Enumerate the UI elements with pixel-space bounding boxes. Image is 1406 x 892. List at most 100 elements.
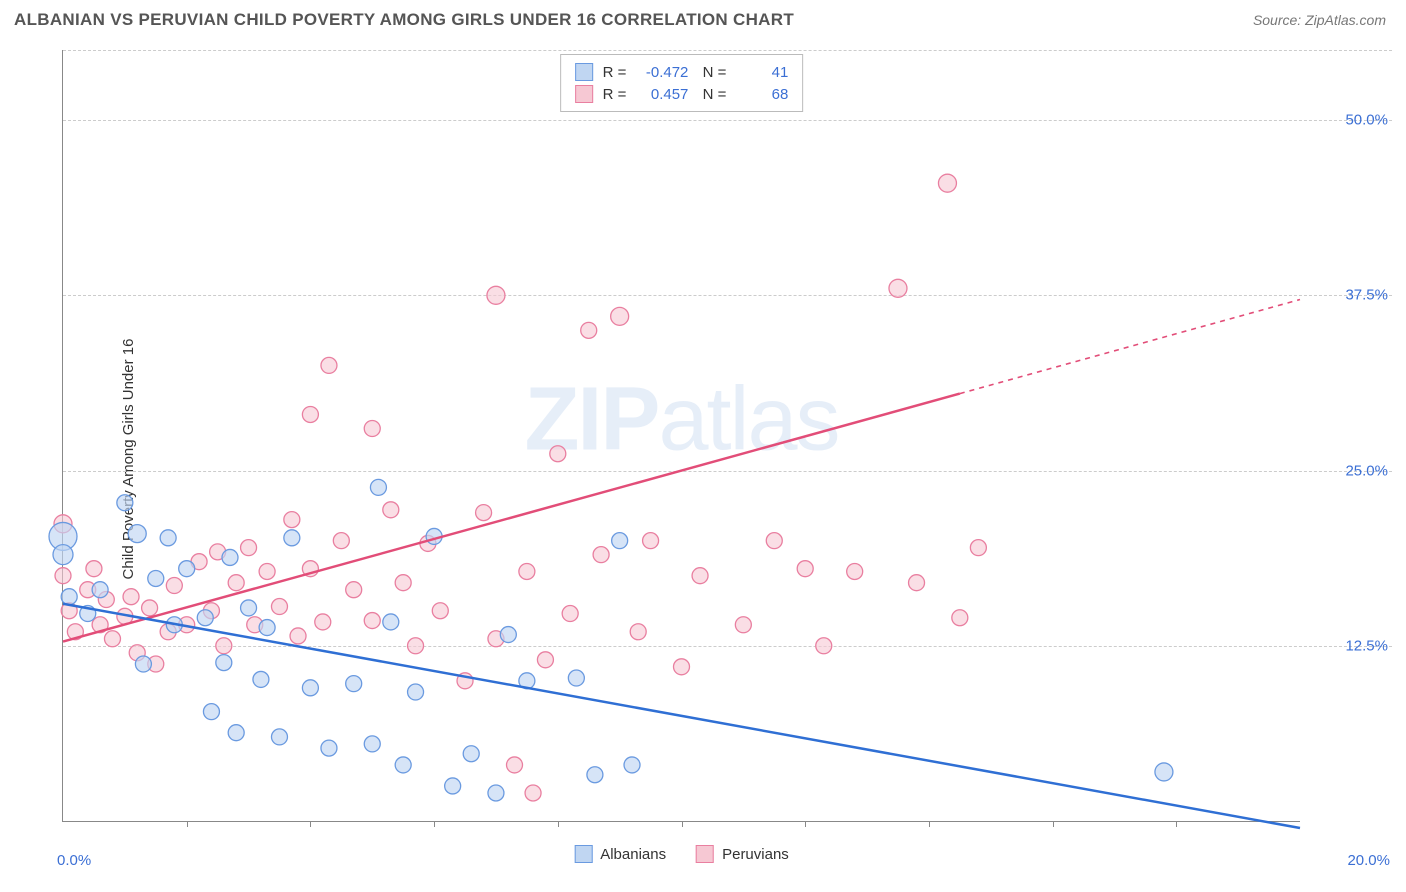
scatter-point-peruvians [55, 568, 71, 584]
scatter-point-peruvians [271, 599, 287, 615]
scatter-point-peruvians [735, 617, 751, 633]
x-tick [310, 821, 311, 827]
scatter-point-albanians [61, 589, 77, 605]
scatter-point-peruvians [284, 512, 300, 528]
series-legend: Albanians Peruvians [574, 845, 789, 863]
scatter-point-albanians [197, 610, 213, 626]
scatter-point-peruvians [674, 659, 690, 675]
scatter-svg [63, 50, 1300, 821]
scatter-point-peruvians [537, 652, 553, 668]
scatter-point-peruvians [797, 561, 813, 577]
regression-line-peruvians [63, 394, 960, 642]
scatter-point-peruvians [142, 600, 158, 616]
scatter-point-albanians [321, 740, 337, 756]
scatter-point-peruvians [630, 624, 646, 640]
scatter-point-peruvians [692, 568, 708, 584]
scatter-point-peruvians [104, 631, 120, 647]
scatter-point-albanians [500, 627, 516, 643]
stat-label: N = [698, 86, 726, 103]
scatter-point-albanians [160, 530, 176, 546]
scatter-point-albanians [408, 684, 424, 700]
scatter-point-peruvians [889, 279, 907, 297]
peruvians-swatch-icon [575, 85, 593, 103]
scatter-point-peruvians [383, 502, 399, 518]
x-tick [929, 821, 930, 827]
scatter-point-albanians [463, 746, 479, 762]
scatter-point-peruvians [432, 603, 448, 619]
correlation-stats-box: R = -0.472 N = 41 R = 0.457 N = 68 [560, 54, 804, 112]
scatter-point-peruvians [938, 174, 956, 192]
scatter-point-peruvians [333, 533, 349, 549]
scatter-point-peruvians [302, 406, 318, 422]
scatter-point-peruvians [228, 575, 244, 591]
scatter-point-peruvians [909, 575, 925, 591]
x-tick [187, 821, 188, 827]
scatter-point-albanians [383, 614, 399, 630]
scatter-point-peruvians [315, 614, 331, 630]
scatter-point-albanians [271, 729, 287, 745]
scatter-point-peruvians [847, 563, 863, 579]
scatter-point-albanians [148, 570, 164, 586]
scatter-point-albanians [135, 656, 151, 672]
stat-value: 0.457 [636, 86, 688, 103]
x-tick [558, 821, 559, 827]
scatter-point-peruvians [562, 606, 578, 622]
scatter-point-albanians [53, 545, 73, 565]
scatter-point-albanians [241, 600, 257, 616]
x-tick [434, 821, 435, 827]
scatter-point-peruvians [408, 638, 424, 654]
regression-line-albanians [63, 604, 1300, 828]
scatter-point-peruvians [395, 575, 411, 591]
scatter-point-peruvians [611, 307, 629, 325]
source-label: Source: ZipAtlas.com [1253, 12, 1386, 28]
scatter-point-albanians [179, 561, 195, 577]
scatter-point-albanians [222, 549, 238, 565]
x-axis-max-label: 20.0% [1347, 852, 1390, 869]
scatter-point-peruvians [550, 446, 566, 462]
scatter-point-albanians [1155, 763, 1173, 781]
scatter-point-albanians [284, 530, 300, 546]
scatter-point-peruvians [123, 589, 139, 605]
scatter-point-peruvians [364, 420, 380, 436]
scatter-point-albanians [445, 778, 461, 794]
scatter-point-albanians [587, 767, 603, 783]
legend-item-albanians: Albanians [574, 845, 666, 863]
scatter-point-albanians [395, 757, 411, 773]
x-axis-min-label: 0.0% [57, 852, 91, 869]
x-tick [1053, 821, 1054, 827]
y-tick-label: 50.0% [1345, 112, 1388, 129]
plot-area: ZIPatlas R = -0.472 N = 41 R = 0.457 N =… [62, 50, 1300, 822]
y-tick-label: 25.0% [1345, 462, 1388, 479]
scatter-point-albanians [117, 495, 133, 511]
scatter-point-albanians [346, 676, 362, 692]
stat-row: R = 0.457 N = 68 [575, 83, 789, 105]
scatter-point-albanians [302, 680, 318, 696]
stat-row: R = -0.472 N = 41 [575, 61, 789, 83]
legend-item-peruvians: Peruvians [696, 845, 789, 863]
stat-value: 68 [736, 86, 788, 103]
scatter-point-peruvians [259, 563, 275, 579]
stat-value: -0.472 [636, 64, 688, 81]
scatter-point-peruvians [766, 533, 782, 549]
scatter-point-albanians [216, 655, 232, 671]
scatter-point-albanians [568, 670, 584, 686]
scatter-point-peruvians [593, 547, 609, 563]
scatter-point-albanians [612, 533, 628, 549]
stat-value: 41 [736, 64, 788, 81]
scatter-point-peruvians [970, 540, 986, 556]
legend-label: Albanians [600, 846, 666, 863]
scatter-point-albanians [228, 725, 244, 741]
scatter-point-peruvians [216, 638, 232, 654]
scatter-point-peruvians [643, 533, 659, 549]
scatter-point-albanians [253, 671, 269, 687]
y-tick-label: 12.5% [1345, 637, 1388, 654]
legend-label: Peruvians [722, 846, 789, 863]
stat-label: R = [603, 64, 627, 81]
peruvians-swatch-icon [696, 845, 714, 863]
scatter-point-peruvians [816, 638, 832, 654]
scatter-point-albanians [259, 620, 275, 636]
scatter-point-albanians [128, 525, 146, 543]
albanians-swatch-icon [575, 63, 593, 81]
scatter-point-peruvians [166, 577, 182, 593]
scatter-point-albanians [92, 582, 108, 598]
